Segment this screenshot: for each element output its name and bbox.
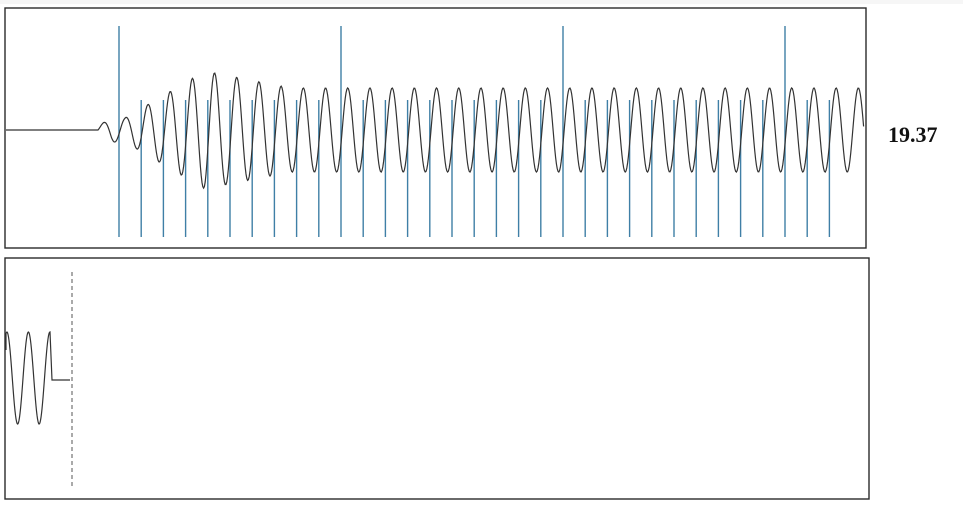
bottom-panel-frame <box>4 257 870 500</box>
figure-number: 19.37 <box>888 122 938 147</box>
scan-edge <box>0 0 963 4</box>
bottom-waveform <box>5 330 70 425</box>
pulse-lines <box>118 26 831 237</box>
top-waveform <box>6 72 865 190</box>
top-panel-frame <box>4 7 867 249</box>
